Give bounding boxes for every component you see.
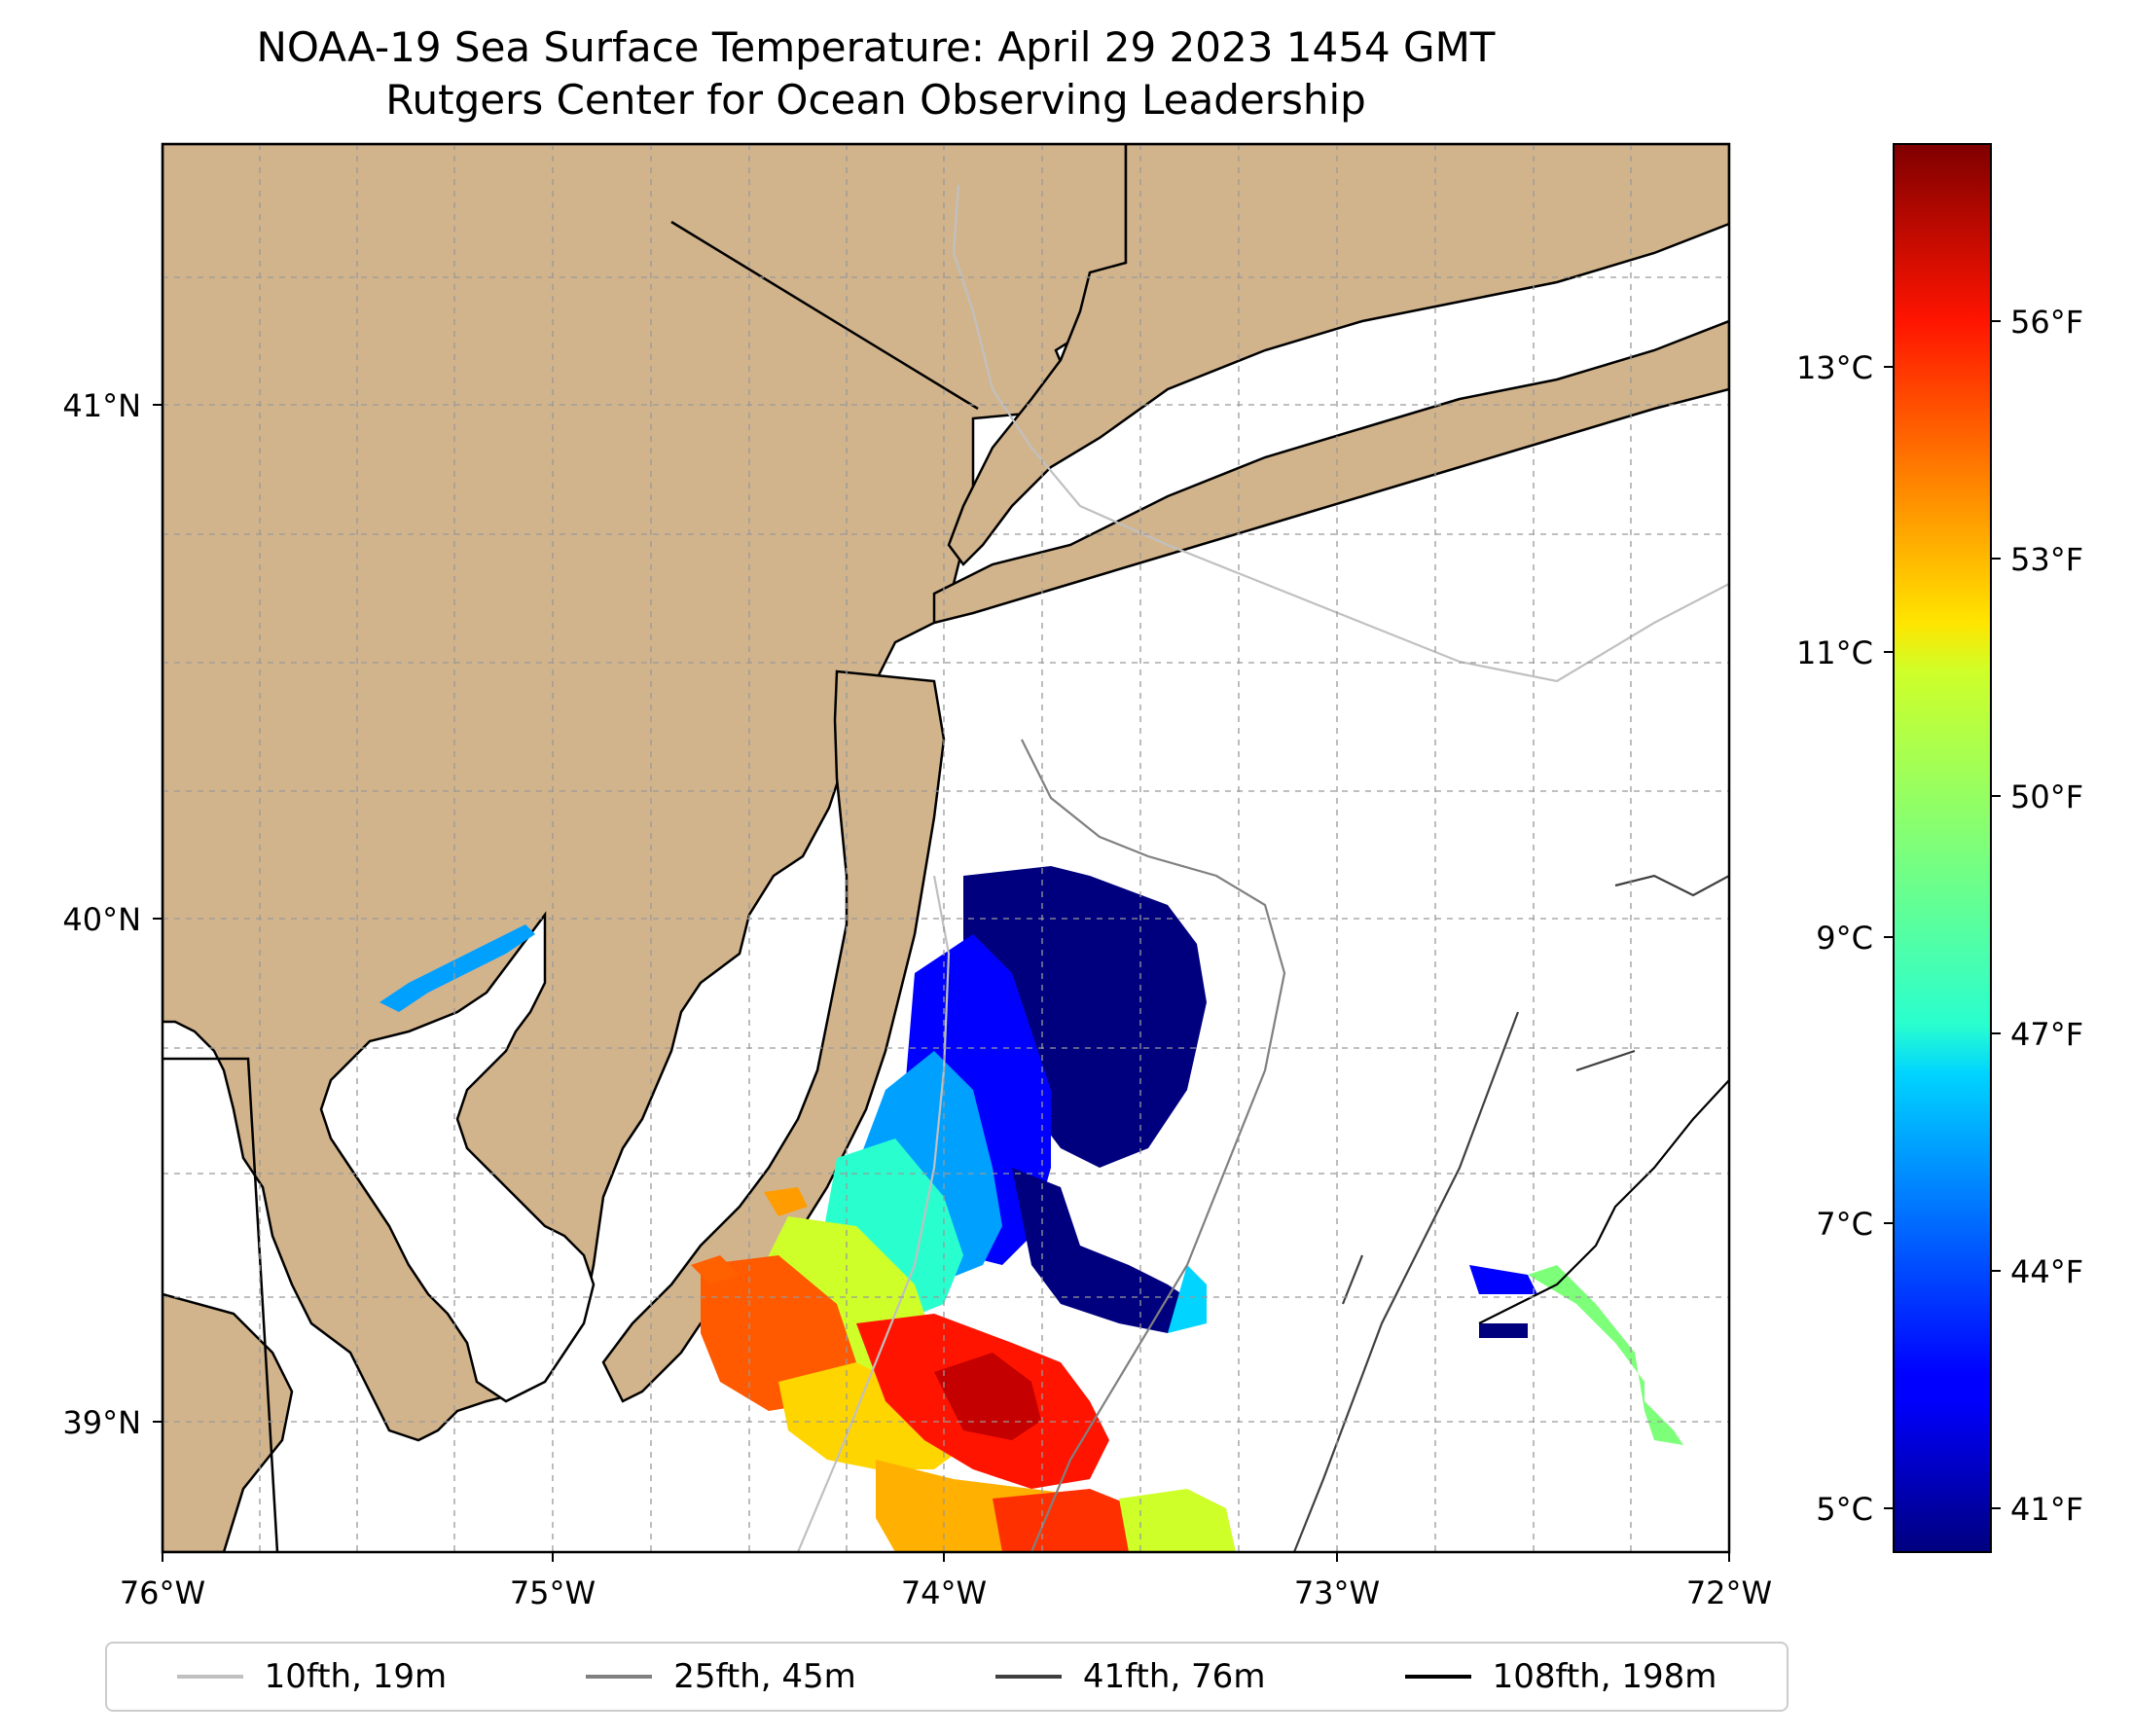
colorbar-label-56f: 56°F (2010, 304, 2083, 341)
colorbar-label-5c: 5°C (1816, 1491, 1873, 1528)
contour-45m (1021, 739, 1286, 1552)
lon-tick-72w: 72°W (1686, 1574, 1772, 1611)
lat-tick-40n: 40°N (62, 901, 141, 938)
colorbar-label-11c: 11°C (1796, 634, 1873, 671)
legend-line-108fth (1404, 1675, 1471, 1679)
legend-item-108fth: 108fth, 198m (1404, 1657, 1717, 1696)
colorbar-label-7c: 7°C (1816, 1206, 1873, 1243)
legend-label-10fth: 10fth, 19m (264, 1657, 448, 1696)
sst-data-layer (379, 866, 1683, 1552)
legend-line-41fth (994, 1675, 1062, 1679)
lon-tick-74w: 74°W (901, 1574, 987, 1611)
title-line-2: Rutgers Center for Ocean Observing Leade… (385, 76, 1366, 124)
legend-label-25fth: 25fth, 45m (673, 1657, 856, 1696)
colorbar-label-50f: 50°F (2010, 778, 2083, 815)
land-long-island (932, 319, 1729, 625)
colorbar-label-13c: 13°C (1796, 349, 1873, 386)
state-border-ny-nj (670, 220, 979, 411)
legend-line-10fth (176, 1675, 243, 1679)
lon-tick-75w: 75°W (510, 1574, 596, 1611)
lon-tick-76w: 76°W (120, 1574, 205, 1611)
map-frame (161, 142, 1731, 1554)
contour-19m (796, 184, 1729, 1552)
colorbar-label-53f: 53°F (2010, 541, 2083, 578)
contour-76m (1292, 874, 1729, 1552)
bathymetry-contours (796, 184, 1729, 1552)
legend-line-25fth (586, 1675, 653, 1679)
lat-tick-39n: 39°N (62, 1404, 141, 1441)
legend-item-41fth: 41fth, 76m (994, 1657, 1266, 1696)
chart-title: NOAA-19 Sea Surface Temperature: April 2… (0, 21, 1752, 127)
legend-item-10fth: 10fth, 19m (176, 1657, 448, 1696)
colorbar-label-41f: 41°F (2010, 1491, 2083, 1528)
legend-label-108fth: 108fth, 198m (1492, 1657, 1717, 1696)
colorbar-ticks (1884, 320, 2001, 1509)
contour-legend: 10fth, 19m 25fth, 45m 41fth, 76m 108fth,… (105, 1642, 1789, 1712)
colorbar-label-9c: 9°C (1816, 920, 1873, 957)
land-jersey-shore (601, 669, 946, 1403)
delaware-bay (319, 911, 596, 1403)
colorbar-label-44f: 44°F (2010, 1253, 2083, 1290)
axis-ticks (153, 404, 1730, 1562)
legend-label-41fth: 41fth, 76m (1082, 1657, 1266, 1696)
lon-tick-73w: 73°W (1294, 1574, 1380, 1611)
colorbar-label-47f: 47°F (2010, 1016, 2083, 1053)
gridlines (163, 144, 1729, 1552)
contour-198m (1478, 1079, 1729, 1324)
state-border-de-md (163, 1057, 279, 1552)
legend-item-25fth: 25fth, 45m (586, 1657, 856, 1696)
lat-tick-41n: 41°N (62, 387, 141, 424)
title-line-1: NOAA-19 Sea Surface Temperature: April 2… (256, 23, 1496, 71)
colorbar (1893, 143, 1992, 1553)
